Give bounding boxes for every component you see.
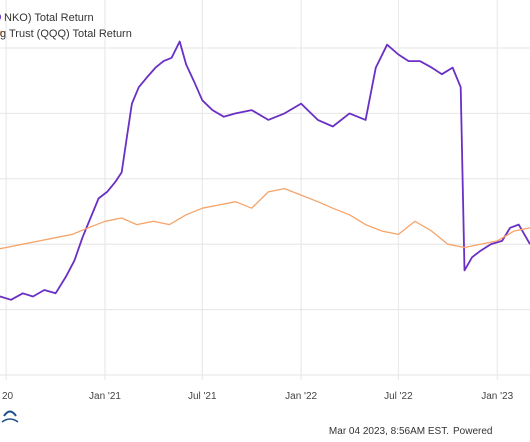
x-tick-label: 20 bbox=[2, 391, 14, 402]
legend-label-series-b[interactable]: g Trust (QQQ) Total Return bbox=[0, 28, 132, 40]
series-group bbox=[0, 40, 530, 304]
x-tick-label: Jul '21 bbox=[188, 391, 217, 402]
x-tick-label: Jan '22 bbox=[285, 391, 317, 402]
logo-icon bbox=[1, 410, 19, 423]
legend-swatch-series-b bbox=[0, 30, 1, 36]
legend[interactable]: NKO) Total Return g Trust (QQQ) Total Re… bbox=[0, 12, 132, 40]
grid bbox=[0, 0, 530, 380]
series-line-b[interactable] bbox=[0, 187, 530, 251]
x-axis-ticks: 20 Jan '21 Jul '21 Jan '22 Jul '22 Jan '23 bbox=[2, 391, 514, 402]
series-line-a[interactable] bbox=[0, 40, 530, 304]
x-tick-label: Jul '22 bbox=[384, 391, 413, 402]
legend-label-series-a[interactable]: NKO) Total Return bbox=[4, 12, 94, 24]
footer-timestamp: Mar 04 2023, 8:56AM EST. bbox=[329, 426, 449, 437]
footer-powered-link[interactable]: Powered bbox=[453, 426, 492, 437]
x-tick-label: Jan '23 bbox=[481, 391, 513, 402]
legend-swatch-series-a bbox=[0, 14, 1, 20]
x-tick-label: Jan '21 bbox=[89, 391, 121, 402]
footer: Mar 04 2023, 8:56AM EST. Powered bbox=[1, 410, 492, 437]
